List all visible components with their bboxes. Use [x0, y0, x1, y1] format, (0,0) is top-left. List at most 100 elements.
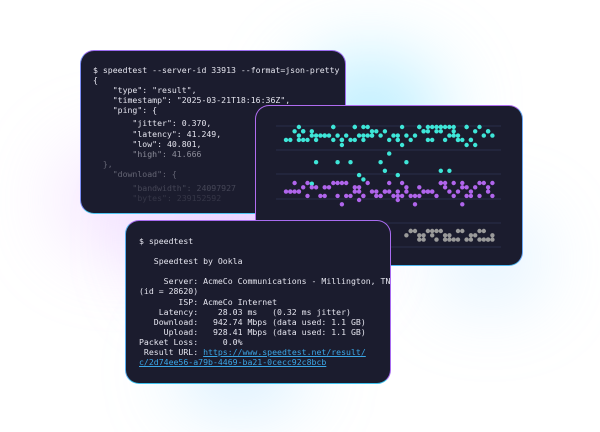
data-point [425, 189, 431, 194]
data-point [468, 189, 474, 194]
data-point [473, 185, 478, 190]
data-point [447, 237, 452, 242]
data-point [455, 133, 461, 138]
result-url-link[interactable]: c/2d74ee56-a79b-4469-ba21-0cecc92c8bcb [139, 357, 327, 368]
data-point [447, 233, 452, 238]
packet-loss-line: Packet Loss: 0.0% [139, 336, 243, 347]
data-point [404, 133, 409, 138]
data-point [331, 180, 336, 186]
data-point [442, 185, 448, 190]
data-point [473, 233, 478, 238]
data-point [412, 228, 418, 234]
json-line: }, [93, 158, 113, 169]
json-line: "latency": 41.249, [93, 128, 222, 139]
data-point [339, 137, 345, 143]
data-point [395, 137, 400, 143]
data-point [318, 133, 323, 138]
data-point [490, 233, 495, 238]
data-point [348, 160, 353, 165]
data-point [485, 185, 491, 190]
data-point [438, 180, 443, 186]
data-point [464, 124, 469, 130]
data-point [365, 180, 370, 186]
data-point [460, 185, 465, 190]
data-point [473, 142, 478, 148]
isp-line: ISP: AcmeCo Internet [139, 296, 278, 307]
data-point [313, 133, 319, 138]
data-point [301, 129, 306, 134]
data-point [417, 233, 422, 238]
data-point [464, 142, 469, 148]
data-point [421, 237, 426, 242]
result-url-link[interactable]: https://www.speedtest.net/result/ [203, 347, 366, 358]
data-point [361, 177, 366, 182]
data-point [468, 237, 474, 242]
data-point [447, 133, 452, 138]
data-point [417, 237, 422, 242]
data-point [490, 237, 495, 242]
data-point [309, 185, 314, 190]
data-point [412, 202, 418, 207]
data-point [352, 124, 357, 130]
data-point [455, 189, 461, 194]
data-point [442, 124, 448, 130]
data-point [434, 129, 439, 134]
result-url-label: Result URL: [139, 347, 204, 358]
data-point [391, 133, 396, 138]
data-point [387, 180, 392, 186]
data-point [404, 189, 409, 194]
data-point [430, 233, 435, 238]
data-point [481, 133, 486, 138]
data-point [296, 189, 302, 194]
json-line: "timestamp": "2025-03-21T18:16:36Z", [93, 95, 291, 106]
data-point [421, 233, 426, 238]
data-point [356, 172, 362, 178]
data-point [313, 185, 319, 190]
data-point [473, 129, 478, 134]
data-point [464, 237, 469, 242]
command-line: $ speedtest [139, 236, 194, 246]
data-point [313, 160, 319, 165]
data-point [344, 193, 349, 199]
data-point [352, 185, 357, 190]
data-point [425, 129, 431, 134]
data-point [365, 133, 370, 138]
data-point [344, 133, 349, 138]
data-point [356, 197, 362, 203]
data-point [421, 189, 426, 194]
data-point [477, 228, 482, 234]
data-point [477, 180, 482, 186]
data-point [481, 228, 486, 234]
data-point [430, 189, 435, 194]
data-point [442, 137, 448, 143]
data-point [425, 137, 431, 143]
data-point [395, 197, 400, 203]
data-point [425, 228, 431, 234]
data-point [322, 133, 327, 138]
data-point [412, 133, 418, 138]
data-point [309, 181, 314, 186]
json-line: "bytes": 239152592 [93, 193, 222, 204]
data-point [296, 137, 302, 143]
json-line: "bandwidth": 24097927 [93, 183, 236, 194]
data-point [442, 233, 448, 238]
app-title: Speedtest by Ookla [139, 256, 243, 267]
json-line: "jitter": 0.370, [93, 118, 212, 129]
data-point [374, 189, 379, 194]
data-point [434, 228, 439, 234]
data-point [374, 129, 379, 134]
data-point [477, 124, 482, 130]
data-point [382, 129, 388, 134]
data-point [417, 124, 422, 130]
data-point [356, 133, 362, 138]
data-point [477, 193, 482, 199]
data-point [430, 137, 435, 143]
data-point [352, 137, 357, 143]
upload-line: Upload: 928.41 Mbps (data used: 1.1 GB) [139, 326, 366, 337]
data-point [335, 180, 340, 186]
data-point [387, 151, 392, 156]
data-point [326, 185, 332, 190]
data-point [490, 180, 495, 186]
data-point [348, 137, 353, 143]
json-line: "ping": { [93, 105, 158, 116]
